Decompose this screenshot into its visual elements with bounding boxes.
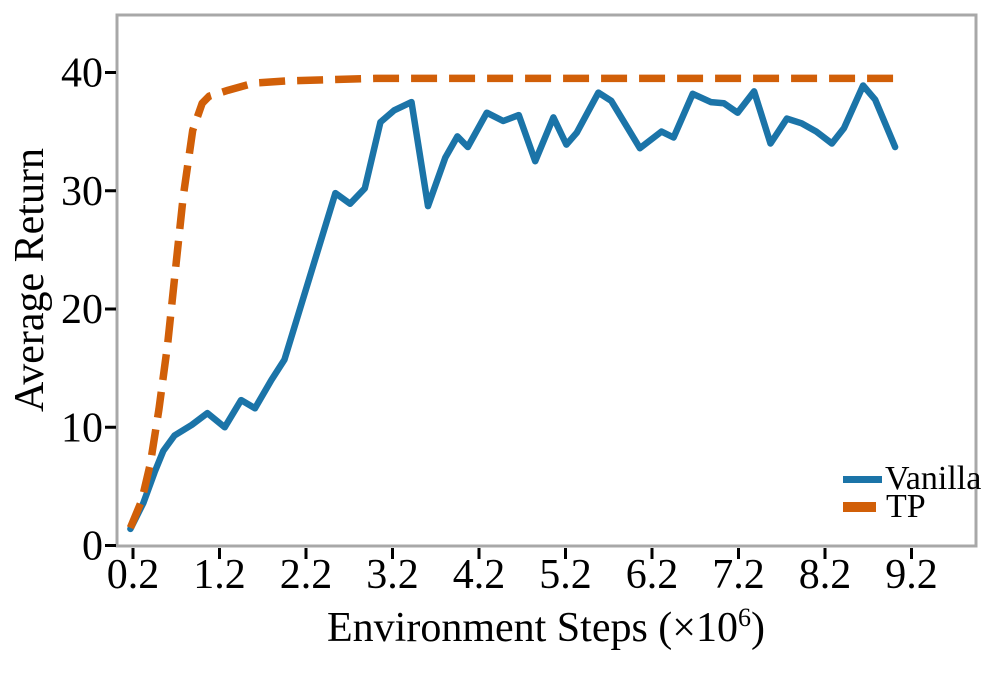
- x-axis-label-text: Environment Steps (×10: [327, 605, 738, 651]
- x-axis-label-exponent: 6: [737, 603, 751, 632]
- x-axis-label-close: ): [750, 605, 765, 651]
- y-tick-label: 0: [82, 524, 103, 570]
- x-tick-label: 3.2: [366, 552, 419, 598]
- legend-swatch-tp-line: [843, 502, 876, 512]
- y-tick-label: 40: [61, 51, 103, 97]
- series-line-vanilla: [127, 82, 899, 533]
- x-tick-label: 4.2: [453, 552, 506, 598]
- series-lines: [126, 74, 899, 533]
- x-tick-label: 8.2: [799, 552, 852, 598]
- x-tick-label: 1.2: [193, 552, 246, 598]
- legend-item-tp: TP: [843, 488, 981, 525]
- series-line-tp: [126, 74, 897, 530]
- x-tick-label: 0.2: [107, 552, 160, 598]
- x-tick-label: 9.2: [885, 552, 938, 598]
- x-tick-label: 7.2: [712, 552, 765, 598]
- y-axis-label: Average Return: [7, 148, 53, 412]
- y-tick-label: 30: [61, 169, 103, 215]
- plot-frame: [115, 13, 978, 548]
- x-axis-label: Environment Steps (×106): [327, 603, 765, 652]
- x-tick-label: 5.2: [539, 552, 592, 598]
- axis-ticks: 0.2 1.2 2.2 3.2 4.2 5.2 6.2 7.2 8.2 9.2 0 10 20 30 40: [61, 51, 938, 599]
- x-tick-label: 6.2: [626, 552, 679, 598]
- legend-label-tp: TP: [886, 488, 926, 525]
- legend: Vanilla TP: [843, 460, 981, 525]
- legend-label-vanilla: Vanilla: [885, 460, 982, 497]
- y-tick-label: 10: [61, 405, 103, 451]
- x-tick-label: 2.2: [280, 552, 333, 598]
- legend-swatch-vanilla-line: [843, 475, 882, 483]
- y-tick-label: 20: [61, 287, 103, 333]
- legend-item-vanilla: Vanilla: [843, 460, 981, 497]
